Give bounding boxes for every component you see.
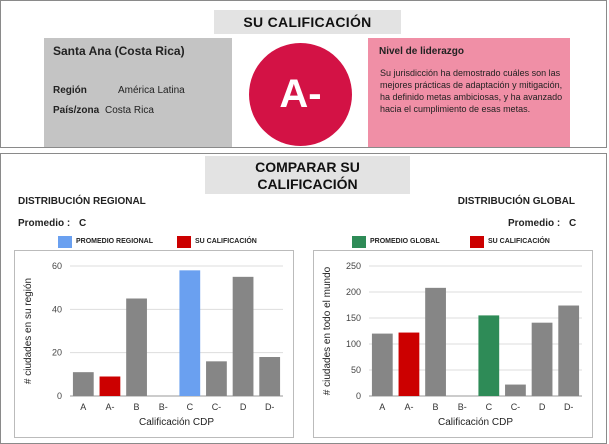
global-bar-aminus (398, 332, 420, 396)
regional-ytick-label: 0 (57, 391, 62, 401)
global-ytick-label: 0 (356, 391, 361, 401)
regional-bar-dminus (259, 357, 281, 396)
global-xtick-label: B (433, 402, 439, 412)
global-x-axis-label: Calificación CDP (438, 417, 513, 428)
regional-average-value: C (79, 218, 87, 229)
regional-xtick-label: A (80, 402, 86, 412)
global-average-label: Promedio : (508, 218, 561, 229)
global-average: Promedio : C (508, 218, 576, 229)
regional-bar-d (232, 276, 254, 396)
regional-bar-aminus (99, 376, 121, 396)
global-bar-cminus (505, 384, 526, 396)
regional-xtick-label: B (134, 402, 140, 412)
grade-badge: A- (249, 43, 352, 146)
global-bar-d (531, 322, 553, 396)
global-bar-a (371, 333, 393, 396)
global-bar-c (478, 315, 500, 396)
global-chart-box: 0 50 100 150 200 250 A A- B B- C C- D D- Calificación … (313, 250, 593, 438)
legend-swatch-regional (58, 236, 72, 248)
global-section-label: DISTRIBUCIÓN GLOBAL (457, 196, 575, 207)
global-ytick-label: 50 (351, 365, 361, 375)
regional-xtick-label: D- (265, 402, 275, 412)
level-box: Nivel de liderazgo Su jurisdicción ha de… (368, 38, 570, 147)
regional-bar-cminus (206, 361, 227, 396)
legend-swatch-global (352, 236, 366, 248)
global-xtick-label: A (379, 402, 385, 412)
legend-swatch-yours (177, 236, 191, 248)
city-info-box: Santa Ana (Costa Rica) Región América La… (44, 38, 232, 147)
regional-ytick-label: 60 (52, 261, 62, 271)
global-xtick-label: A- (404, 402, 413, 412)
global-average-value: C (569, 218, 577, 229)
region-value: América Latina (118, 85, 185, 96)
country-value: Costa Rica (105, 105, 154, 116)
regional-bar-c (179, 270, 201, 396)
global-xtick-label: B- (458, 402, 467, 412)
regional-xtick-label: B- (159, 402, 168, 412)
region-label: Región (53, 85, 87, 96)
compare-title: COMPARAR SU CALIFICACIÓN (205, 156, 410, 194)
regional-bar-b (126, 298, 147, 396)
regional-average-label: Promedio : (18, 218, 71, 229)
level-description: Su jurisdicción ha demostrado cuáles son… (380, 68, 563, 114)
regional-chart-box: 0 20 40 60 A A- B B- C C- D D- Calificación CDP # ciu… (14, 250, 294, 438)
score-title: SU CALIFICACIÓN (214, 10, 401, 34)
regional-xtick-label: C (187, 402, 194, 412)
global-xtick-label: C- (511, 402, 521, 412)
global-xtick-label: C (486, 402, 493, 412)
regional-ytick-label: 20 (52, 348, 62, 358)
global-ytick-label: 200 (346, 287, 361, 297)
regional-distribution-chart: 0 20 40 60 A A- B B- C C- D D- Calificación CDP # ciu… (23, 261, 283, 428)
regional-xtick-label: C- (212, 402, 222, 412)
global-xtick-label: D- (564, 402, 574, 412)
country-label: País/zona (53, 105, 100, 116)
regional-ytick-label: 40 (52, 304, 62, 314)
regional-xtick-label: D (240, 402, 247, 412)
global-bar-b (425, 287, 446, 396)
global-distribution-chart: 0 50 100 150 200 250 A A- B B- C C- D D- Calificación … (322, 261, 582, 428)
level-title: Nivel de liderazgo (379, 46, 465, 57)
global-ytick-label: 250 (346, 261, 361, 271)
regional-x-axis-label: Calificación CDP (139, 417, 214, 428)
global-ytick-label: 100 (346, 339, 361, 349)
regional-section-label: DISTRIBUCIÓN REGIONAL (18, 196, 146, 207)
city-name: Santa Ana (Costa Rica) (53, 44, 185, 58)
regional-average: Promedio : C (18, 218, 86, 229)
global-y-axis-label: # ciudades en todo el mundo (322, 266, 333, 395)
regional-xtick-label: A- (105, 402, 114, 412)
global-xtick-label: D (539, 402, 546, 412)
legend-swatch-yours (470, 236, 484, 248)
regional-y-axis-label: # ciudades en su región (23, 278, 34, 384)
global-bar-dminus (558, 305, 580, 396)
regional-bar-a (72, 372, 94, 396)
global-ytick-label: 150 (346, 313, 361, 323)
score-panel (0, 0, 607, 148)
